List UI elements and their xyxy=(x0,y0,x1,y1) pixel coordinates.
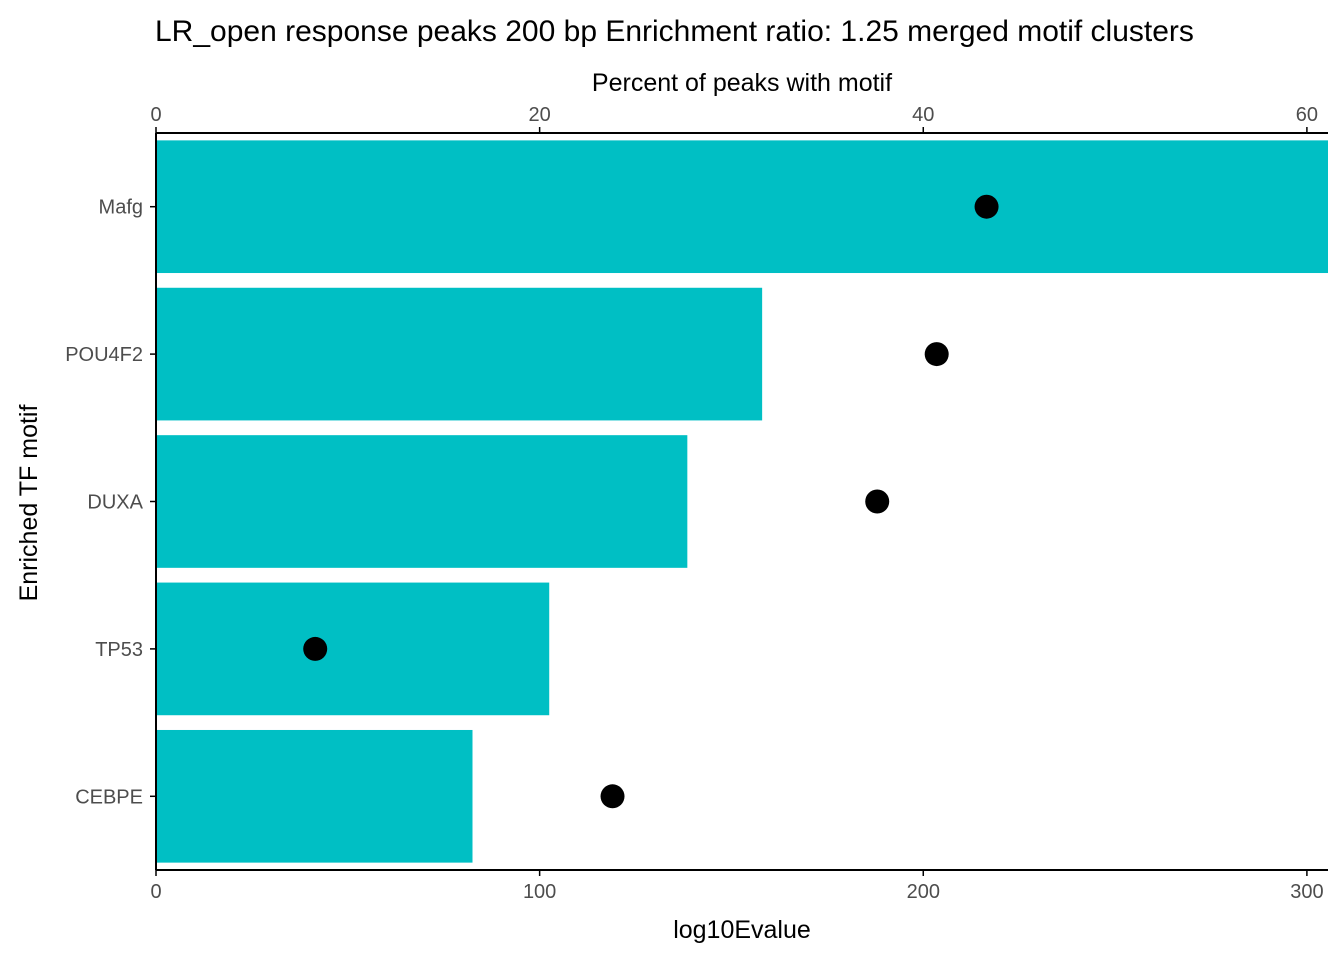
points-group xyxy=(303,194,999,809)
point-pou4f2 xyxy=(924,342,949,367)
axes-group: Mafg POU4F2 DUXA TP53 CEBPE 0 100 200 300 0 20 40 60 xyxy=(65,104,1328,903)
bar-pou4f2 xyxy=(156,287,763,421)
bottom-axis-title: log10Evalue xyxy=(673,916,811,944)
y-axis-title: Enriched TF motif xyxy=(15,405,43,602)
category-label: DUXA xyxy=(87,492,143,514)
point-tp53 xyxy=(303,636,328,661)
top-tick-label: 0 xyxy=(150,104,161,126)
top-tick-label: 20 xyxy=(529,104,551,126)
bottom-tick-label: 0 xyxy=(150,881,161,903)
point-mafg xyxy=(974,194,999,219)
bottom-tick-label: 100 xyxy=(523,881,556,903)
bar-duxa xyxy=(156,435,688,568)
bar-cebpe xyxy=(156,729,473,863)
bar-mafg xyxy=(156,140,1328,274)
category-label: POU4F2 xyxy=(65,344,143,366)
bars-group xyxy=(156,140,1328,863)
category-label: Mafg xyxy=(99,197,143,219)
point-duxa xyxy=(865,489,890,514)
bottom-tick-label: 200 xyxy=(907,881,940,903)
chart-title: LR_open response peaks 200 bp Enrichment… xyxy=(155,15,1194,48)
top-tick-label: 40 xyxy=(912,104,934,126)
top-axis-title: Percent of peaks with motif xyxy=(592,69,892,97)
category-label: TP53 xyxy=(95,639,143,661)
point-cebpe xyxy=(600,784,625,809)
top-tick-label: 60 xyxy=(1296,104,1318,126)
bar-tp53 xyxy=(156,582,550,716)
category-label: CEBPE xyxy=(75,786,143,808)
bottom-tick-label: 300 xyxy=(1290,881,1323,903)
